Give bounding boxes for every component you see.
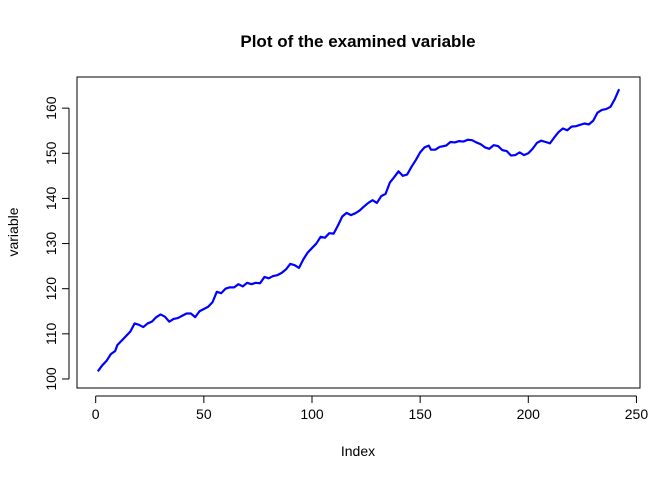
y-tick-label: 100 xyxy=(43,367,59,391)
x-tick-label: 150 xyxy=(408,406,432,422)
y-tick-label: 160 xyxy=(43,96,59,120)
y-tick-label: 130 xyxy=(43,232,59,256)
chart-title: Plot of the examined variable xyxy=(240,32,475,51)
plot-box xyxy=(76,76,641,389)
x-tick-label: 100 xyxy=(300,406,324,422)
y-tick-label: 110 xyxy=(43,322,59,345)
x-tick-label: 50 xyxy=(196,406,212,422)
x-tick-label: 0 xyxy=(92,406,100,422)
x-axis-label: Index xyxy=(341,443,375,459)
y-tick-label: 150 xyxy=(43,141,59,165)
y-tick-label: 140 xyxy=(43,187,59,211)
y-axis-label: variable xyxy=(5,207,21,256)
data-line xyxy=(96,88,621,372)
x-tick-label: 250 xyxy=(625,406,649,422)
x-tick-label: 200 xyxy=(517,406,541,422)
y-tick-label: 120 xyxy=(43,277,59,301)
